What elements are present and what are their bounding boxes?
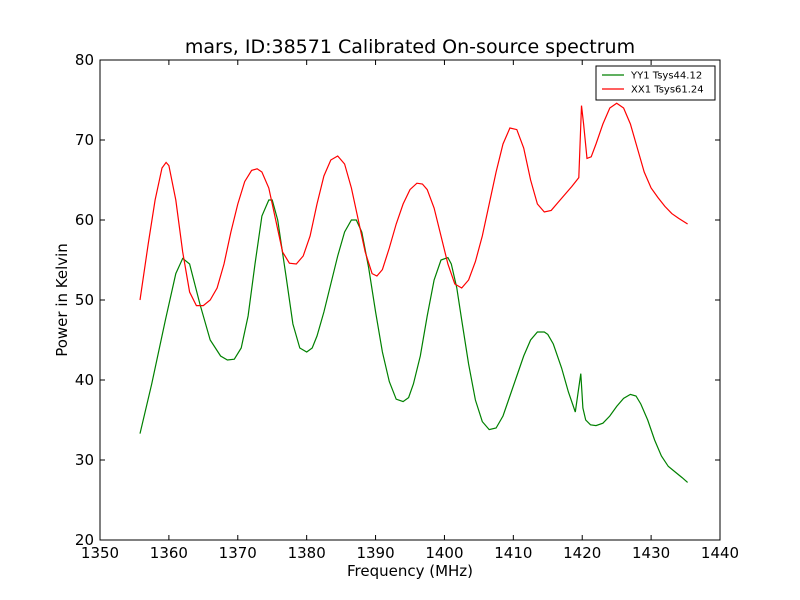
x-tick-label: 1370: [219, 544, 257, 562]
chart-title: mars, ID:38571 Calibrated On-source spec…: [185, 36, 635, 58]
y-tick-label: 30: [75, 451, 94, 469]
plot-area: 1350 1360 1370 1380 1390 1400 1410 1420 1430 1440…: [75, 51, 739, 562]
x-tick-label: 1390: [356, 544, 394, 562]
x-tick-label: 1400: [425, 544, 463, 562]
x-axis-label: Frequency (MHz): [347, 562, 473, 580]
x-tick-label: 1360: [150, 544, 188, 562]
legend-label-1: YY1 Tsys44.12: [630, 71, 702, 82]
y-tick-label: 40: [75, 371, 94, 389]
legend-box: [595, 65, 716, 101]
x-tick-label: 1350: [81, 544, 119, 562]
series-line-2: [139, 102, 688, 307]
x-tick-label: 1440: [701, 544, 739, 562]
legend-label-2: XX1 Tsys61.24: [631, 85, 704, 96]
series-line-1: [139, 199, 688, 483]
legend: YY1 Tsys44.12 XX1 Tsys61.24: [595, 65, 716, 101]
y-tick-label: 50: [75, 291, 94, 309]
y-tick-label: 20: [75, 531, 94, 549]
y-tick-label: 80: [75, 51, 94, 69]
x-tick-label: 1410: [494, 544, 532, 562]
y-tick-label: 70: [75, 131, 94, 149]
y-tick-label: 60: [75, 211, 94, 229]
y-axis-label: Power in Kelvin: [53, 243, 71, 357]
x-tick-label: 1430: [632, 544, 670, 562]
x-tick-label: 1380: [288, 544, 326, 562]
x-tick-label: 1420: [563, 544, 601, 562]
